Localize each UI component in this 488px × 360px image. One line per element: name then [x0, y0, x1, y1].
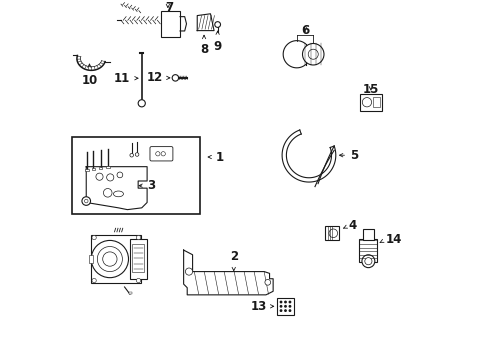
Circle shape — [362, 98, 371, 107]
Bar — [373, 97, 379, 107]
Circle shape — [161, 152, 165, 156]
Circle shape — [361, 255, 374, 267]
Bar — [91, 235, 141, 283]
Circle shape — [92, 278, 96, 283]
Polygon shape — [197, 14, 214, 31]
Circle shape — [289, 306, 290, 307]
Circle shape — [135, 153, 139, 156]
FancyBboxPatch shape — [150, 147, 173, 161]
Text: 3: 3 — [147, 179, 155, 192]
Circle shape — [117, 172, 122, 178]
Text: 12: 12 — [146, 71, 163, 84]
Circle shape — [284, 306, 285, 307]
Text: 2: 2 — [229, 249, 237, 263]
Circle shape — [96, 173, 103, 180]
Circle shape — [82, 197, 90, 205]
Text: 9: 9 — [213, 40, 222, 53]
Circle shape — [307, 49, 318, 59]
Bar — [161, 11, 180, 37]
Text: 6: 6 — [300, 24, 308, 37]
Circle shape — [92, 235, 96, 240]
Bar — [89, 255, 93, 264]
Bar — [106, 166, 109, 168]
Bar — [99, 167, 102, 169]
Text: 5: 5 — [349, 149, 358, 162]
Circle shape — [302, 44, 324, 65]
Circle shape — [214, 22, 220, 27]
Text: 15: 15 — [362, 83, 378, 96]
Circle shape — [172, 75, 178, 81]
Text: 14: 14 — [385, 233, 401, 246]
Text: 11: 11 — [114, 72, 130, 85]
Bar — [128, 292, 131, 294]
Circle shape — [364, 258, 371, 265]
Circle shape — [280, 301, 281, 303]
Circle shape — [138, 100, 145, 107]
Circle shape — [264, 279, 270, 285]
Circle shape — [106, 174, 114, 181]
Text: 10: 10 — [81, 73, 98, 86]
Circle shape — [284, 301, 285, 303]
Bar — [277, 298, 293, 315]
Circle shape — [284, 310, 285, 311]
Bar — [130, 239, 147, 279]
Circle shape — [91, 240, 128, 278]
Bar — [91, 168, 95, 170]
Circle shape — [102, 252, 117, 266]
Bar — [362, 229, 373, 240]
Circle shape — [289, 310, 290, 311]
Bar — [85, 169, 88, 171]
Circle shape — [97, 247, 122, 271]
Circle shape — [280, 310, 281, 311]
Circle shape — [280, 306, 281, 307]
Circle shape — [328, 229, 337, 238]
Circle shape — [185, 268, 192, 275]
Circle shape — [103, 189, 112, 197]
Circle shape — [136, 235, 141, 240]
Bar — [72, 137, 199, 214]
Bar — [358, 239, 376, 262]
Ellipse shape — [113, 191, 123, 197]
Polygon shape — [86, 167, 147, 210]
Circle shape — [289, 301, 290, 303]
Bar — [359, 94, 381, 111]
Circle shape — [84, 199, 88, 203]
Circle shape — [130, 153, 133, 157]
Circle shape — [136, 278, 141, 283]
Text: 8: 8 — [200, 44, 208, 57]
Text: 4: 4 — [347, 219, 356, 232]
Text: 1: 1 — [215, 150, 224, 163]
Bar — [132, 244, 143, 272]
Polygon shape — [183, 250, 273, 295]
Text: 13: 13 — [250, 300, 266, 313]
Text: 7: 7 — [165, 0, 173, 14]
Circle shape — [155, 152, 160, 156]
Bar — [325, 226, 339, 240]
